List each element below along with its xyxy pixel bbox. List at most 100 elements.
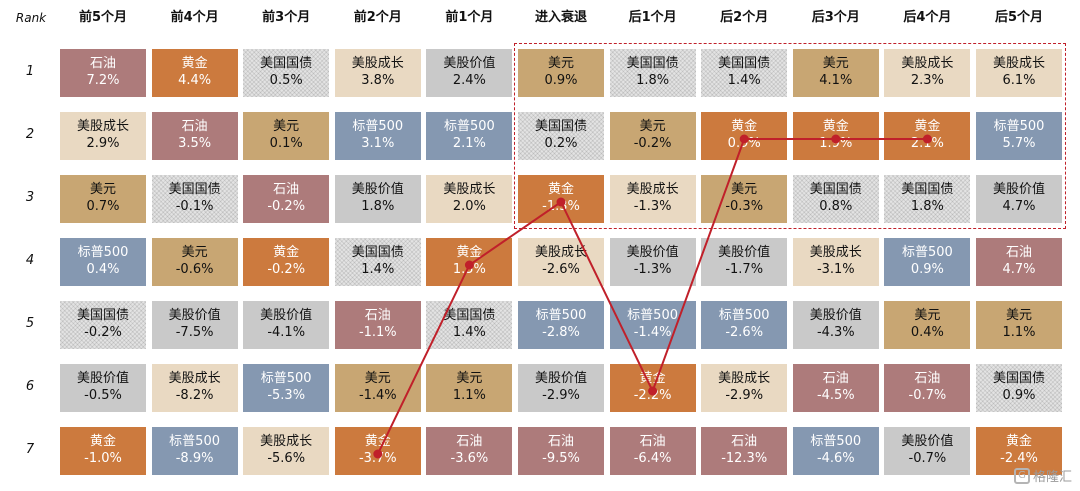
asset-return: -1.7% [725,262,764,277]
asset-return: -3.1% [816,262,855,277]
asset-return: 7.2% [86,73,120,88]
asset-name: 美股成长 [76,119,129,134]
asset-cell: 美国国债 1.8% [609,49,696,97]
asset-name: 美国国债 [718,56,771,71]
asset-return: 1.4% [727,73,761,88]
asset-return: -2.6% [542,262,580,277]
gold-path-point [373,449,383,459]
asset-return: -0.6% [175,262,214,277]
gold-path-point [556,197,566,207]
asset-return: 1.4% [361,262,395,277]
asset-name: 美元 [639,119,666,134]
asset-cell: 石油 -12.3% [701,427,788,475]
asset-return: -0.2% [633,136,672,151]
asset-name: 美股价值 [809,308,862,323]
asset-cell: 美股成长 -2.9% [701,364,788,412]
asset-name: 美元 [547,56,574,71]
asset-cell: 标普500 -2.8% [518,301,604,349]
asset-return: -1.0% [84,451,122,466]
asset-return: -1.3% [633,262,672,277]
asset-cell: 标普500 -8.9% [151,427,238,475]
asset-cell: 石油 -6.4% [609,427,696,475]
asset-name: 石油 [547,434,574,449]
asset-cell: 美国国债 -0.2% [60,301,146,349]
rank-label: 4 [25,253,35,268]
asset-cell: 石油 4.7% [976,238,1062,286]
gold-path-point [831,134,841,144]
asset-cell: 美元 0.9% [518,49,604,97]
asset-name: 黄金 [273,245,300,260]
gold-path-line [376,138,928,455]
asset-return: -2.9% [725,388,764,403]
asset-name: 美股成长 [901,56,954,71]
asset-return: -4.5% [816,388,855,403]
asset-cell: 美股价值 -1.7% [701,238,788,286]
asset-name: 美股成长 [809,245,862,260]
asset-name: 黄金 [89,434,116,449]
rank-label: 7 [25,442,35,457]
asset-return: -1.4% [633,325,672,340]
asset-cell: 美股价值 -4.1% [243,301,330,349]
asset-cell: 美股价值 -4.3% [792,301,879,349]
asset-cell: 石油 -0.2% [243,175,330,223]
column-header: 后2个月 [720,10,769,25]
asset-cell: 美股成长 2.0% [426,175,513,223]
asset-name: 标普500 [901,245,953,260]
asset-name: 石油 [181,119,208,134]
gold-path-point [648,386,658,396]
asset-return: 2.0% [452,199,486,214]
asset-cell: 黄金 -1.0% [60,427,146,475]
asset-name: 美国国债 [901,182,954,197]
logo-text: 格隆汇 [1032,470,1072,485]
asset-cell: 黄金 -0.2% [243,238,330,286]
asset-name: 黄金 [822,119,849,134]
asset-cell: 美股成长 -3.1% [792,238,879,286]
asset-name: 美股成长 [992,56,1045,71]
asset-name: 标普500 [443,119,495,134]
asset-cell: 美国国债 0.2% [518,112,604,160]
asset-cell: 美股价值 -2.9% [518,364,604,412]
asset-cell: 标普500 3.1% [334,112,421,160]
asset-return: 2.9% [86,136,120,151]
asset-name: 美股价值 [260,308,313,323]
asset-name: 美股价值 [626,245,679,260]
asset-name: 美元 [731,182,758,197]
asset-return: -2.9% [542,388,580,403]
asset-name: 黄金 [181,56,208,71]
asset-cell: 美国国债 0.8% [792,175,879,223]
asset-name: 美元 [181,245,208,260]
asset-cell: 美股成长 -1.3% [609,175,696,223]
asset-name: 石油 [731,434,758,449]
asset-name: 美股成长 [168,371,221,386]
asset-cell: 美国国债 0.5% [243,49,330,97]
asset-cell: 标普500 2.1% [426,112,513,160]
asset-name: 美股价值 [534,371,587,386]
rank-label: 2 [25,127,35,142]
rank-label: 3 [25,190,35,205]
asset-name: 黄金 [914,119,941,134]
asset-cell: 美股成长 6.1% [976,49,1062,97]
column-header: 后3个月 [811,10,860,25]
asset-return: 1.8% [910,199,944,214]
asset-name: 美元 [89,182,116,197]
asset-return: -1.4% [358,388,397,403]
asset-name: 黄金 [456,245,483,260]
asset-return: 1.8% [361,199,395,214]
asset-name: 石油 [364,308,391,323]
column-header: 后4个月 [903,10,952,25]
asset-name: 黄金 [1005,434,1032,449]
asset-cell: 美股成长 -8.2% [151,364,238,412]
asset-return: -7.5% [175,325,214,340]
asset-return: -0.1% [175,199,214,214]
asset-name: 标普500 [169,434,220,449]
asset-name: 石油 [1005,245,1032,260]
asset-name: 石油 [273,182,300,197]
asset-cell: 美国国债 1.4% [426,301,513,349]
asset-return: -1.1% [358,325,397,340]
asset-return: -6.4% [633,451,672,466]
asset-return: 3.5% [178,136,212,151]
asset-name: 标普500 [627,308,678,323]
asset-name: 美股价值 [351,182,404,197]
